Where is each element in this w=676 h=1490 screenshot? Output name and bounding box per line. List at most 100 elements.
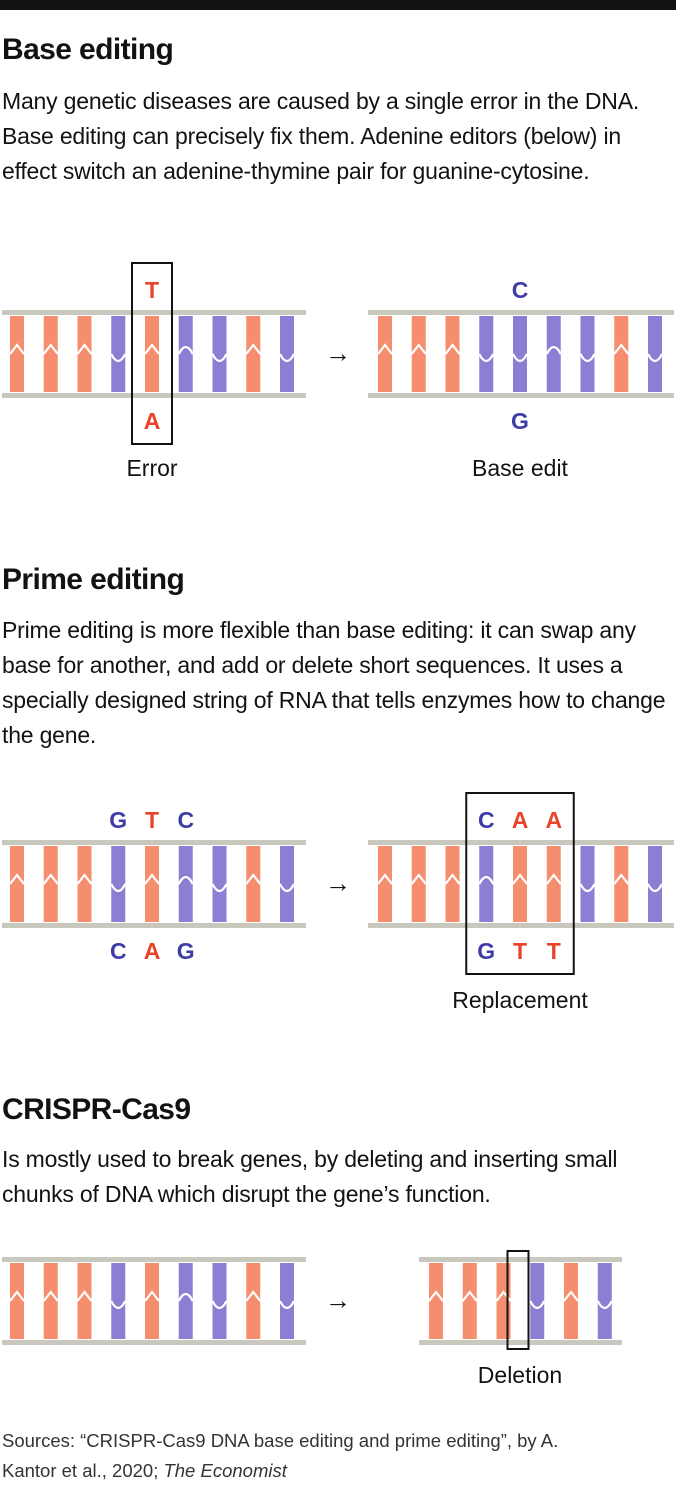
base-pair-CG: [212, 316, 227, 392]
base-pair-AT: [429, 1263, 443, 1339]
highlight-box: [465, 792, 575, 975]
base-pair-CG: [111, 316, 126, 392]
base-pair-AT: [462, 1263, 477, 1339]
pair-bond: [647, 883, 663, 893]
pair-bond: [512, 873, 528, 885]
base-letter-bottom: T: [513, 938, 527, 964]
dna-backbone-top: [368, 840, 674, 845]
diagram-label: Replacement: [452, 987, 588, 1013]
pair-bond: [110, 1300, 127, 1310]
pair-bond: [9, 1290, 25, 1302]
pair-bond: [279, 353, 295, 363]
dna-backbone-top: [2, 840, 306, 845]
diagram-label: Base edit: [472, 455, 569, 481]
base-pair-CG: [597, 1263, 612, 1339]
base-pair-AT: [564, 1263, 578, 1339]
pair-bond: [579, 353, 596, 363]
base-letter-bottom: A: [144, 408, 161, 434]
base-letter-top: C: [177, 807, 194, 833]
pair-bond: [211, 883, 228, 893]
dna-backbone-bottom: [2, 1340, 306, 1345]
base-pair-AT: [378, 846, 392, 922]
dna-backbone-bottom: [368, 393, 674, 398]
base-pair-AT: [378, 316, 392, 392]
dna-backbone-top: [368, 310, 674, 315]
base-pair-AT: [77, 1263, 92, 1339]
pair-bond: [410, 343, 427, 355]
base-pair-CG: [280, 1263, 294, 1339]
pair-bond: [647, 353, 663, 363]
dna-backbone-bottom: [419, 1340, 622, 1345]
base-editing-diagram: T A Error C G Base edit →: [2, 262, 674, 481]
base-pair-CG: [280, 846, 294, 922]
base-letter-bottom: T: [547, 938, 561, 964]
base-pair-AT: [10, 316, 24, 392]
base-letter-top: G: [109, 807, 127, 833]
highlight-box: [131, 262, 173, 445]
pair-bond: [211, 1300, 228, 1310]
base-pair-AT: [411, 846, 426, 922]
base-editing-description: Many genetic diseases are caused by a si…: [2, 88, 640, 184]
base-pair-AT: [246, 846, 261, 922]
base-pair-AT: [43, 1263, 58, 1339]
base-pair-CG: [212, 846, 227, 922]
base-pair-CG: [111, 1263, 126, 1339]
base-pair-CG: [212, 1263, 227, 1339]
base-pair-GC: [546, 316, 561, 392]
crispr-cas9-title: CRISPR-Cas9: [2, 1093, 191, 1126]
base-letter-top: A: [512, 807, 529, 833]
pair-bond: [110, 883, 127, 893]
base-pair-AT: [614, 846, 629, 922]
pair-bond: [144, 343, 160, 355]
pair-bond: [9, 873, 25, 885]
pair-bond: [177, 1292, 194, 1302]
diagram-label: Error: [126, 455, 177, 481]
pair-bond: [177, 345, 194, 355]
arrow-icon: →: [325, 1285, 351, 1315]
pair-bond: [579, 883, 596, 893]
pair-bond: [377, 873, 393, 885]
dna-backbone-bottom: [2, 923, 306, 928]
pair-bond: [177, 875, 194, 885]
dna-backbone-top: [2, 1257, 306, 1262]
base-letter-bottom: G: [177, 938, 195, 964]
base-letter-bottom: C: [110, 938, 127, 964]
source-note: Sources: “CRISPR-Cas9 DNA base editing a…: [2, 1426, 602, 1486]
crispr-deleted-strand: Deletion: [419, 1250, 622, 1388]
dna-backbone-top: [419, 1257, 622, 1262]
pair-bond: [613, 343, 630, 355]
pair-bond: [211, 353, 228, 363]
base-letter-top: T: [145, 277, 159, 303]
base-pair-AT: [77, 846, 92, 922]
base-pair-AT: [614, 316, 629, 392]
pair-bond: [512, 353, 528, 363]
base-pair-AT: [43, 316, 58, 392]
pair-bond: [42, 873, 59, 885]
pair-bond: [9, 343, 25, 355]
base-pair-CG: [111, 846, 126, 922]
base-pair-AT: [445, 316, 460, 392]
pair-bond: [76, 343, 93, 355]
dna-backbone-bottom: [368, 923, 674, 928]
arrow-icon: →: [325, 868, 351, 898]
base-letter-top: C: [512, 277, 529, 303]
pair-bond: [76, 1290, 93, 1302]
base-pair-CG: [648, 846, 662, 922]
prime-editing-description: Prime editing is more flexible than base…: [2, 617, 666, 748]
base-pair-GC: [178, 316, 193, 392]
pair-bond: [279, 1300, 295, 1310]
base-pair-CG: [530, 1263, 545, 1339]
source-text: Sources: “CRISPR-Cas9 DNA base editing a…: [2, 1430, 559, 1481]
base-pair-CG: [580, 316, 595, 392]
pair-bond: [42, 343, 59, 355]
pair-bond: [42, 1290, 59, 1302]
pair-bond: [144, 1290, 160, 1302]
base-letter-bottom: G: [511, 408, 529, 434]
crispr-cas9-description: Is mostly used to break genes, by deleti…: [2, 1146, 618, 1207]
base-editing-title: Base editing: [2, 33, 174, 66]
base-pair-CG: [580, 846, 595, 922]
base-pair-AT: [10, 1263, 24, 1339]
base-pair-AT: [10, 846, 24, 922]
base-editing-edited-strand: C G Base edit: [368, 277, 674, 481]
